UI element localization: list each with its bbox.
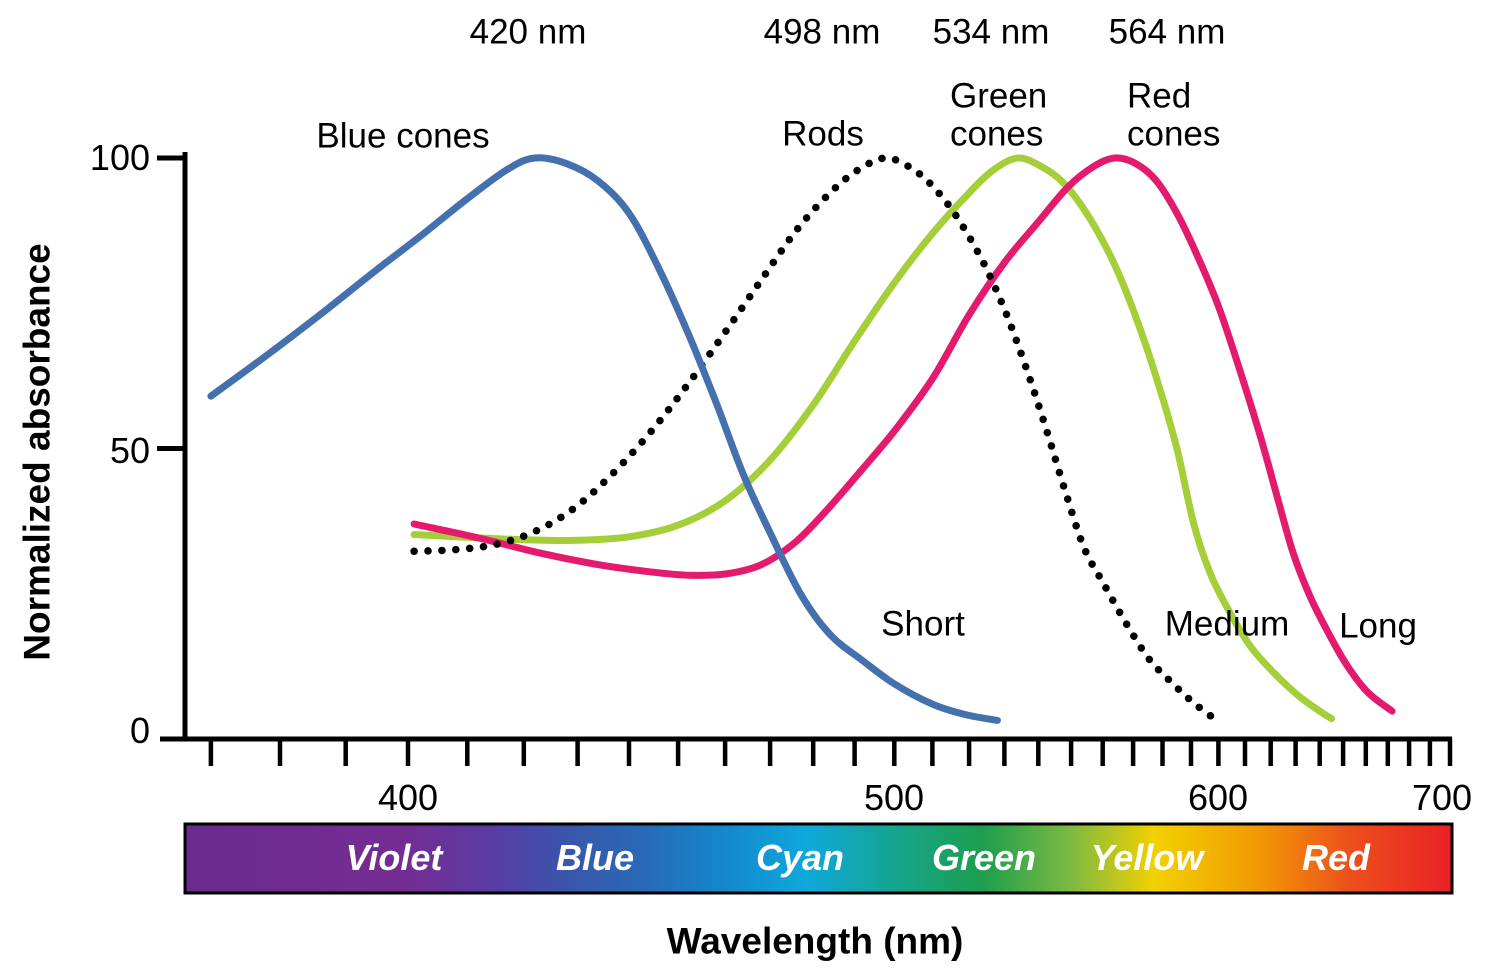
receptor-label-short: Short — [881, 604, 965, 644]
spectrum-label-violet: Violet — [345, 837, 443, 878]
x-tick-label-400: 400 — [377, 777, 439, 818]
rods-curve — [410, 154, 1223, 726]
x-axis-title: Wavelength (nm) — [666, 920, 964, 962]
curve-label-red-cones-line2: cones — [1127, 114, 1221, 154]
blue-cones-curve — [207, 154, 1001, 724]
peak-label-534nm: 534 nm — [932, 12, 1050, 52]
curve-label-green-cones-line1: Green — [950, 76, 1048, 116]
curve-label-blue-cones: Blue cones — [316, 116, 490, 156]
spectrum-label-yellow: Yellow — [1090, 837, 1204, 878]
spectrum-label-blue: Blue — [555, 837, 635, 878]
peak-label-498nm: 498 nm — [763, 12, 881, 52]
x-tick-label-700: 700 — [1411, 777, 1473, 818]
spectrum-bar — [183, 822, 1454, 895]
y-tick-label-50: 50 — [109, 430, 150, 471]
red-cones-curve — [410, 154, 1396, 715]
x-tick-label-500: 500 — [863, 777, 925, 818]
spectrum-label-green: Green — [931, 837, 1037, 878]
y-axis-title: Normalized absorbance — [16, 243, 58, 661]
x-axis-ticks — [208, 739, 1453, 766]
y-tick-label-100: 100 — [89, 137, 150, 178]
y-tick-label-0: 0 — [129, 710, 150, 751]
curve-label-green-cones-line2: cones — [950, 114, 1044, 154]
peak-label-564nm: 564 nm — [1108, 12, 1226, 52]
curve-label-rods: Rods — [782, 114, 864, 154]
peak-label-420nm: 420 nm — [469, 12, 587, 52]
curve-label-red-cones-line1: Red — [1127, 76, 1192, 116]
x-tick-label-600: 600 — [1187, 777, 1249, 818]
green-cones-curve — [410, 154, 1335, 723]
receptor-label-medium: Medium — [1164, 604, 1290, 644]
spectrum-label-cyan: Cyan — [755, 837, 845, 878]
spectrum-label-red: Red — [1301, 837, 1371, 878]
receptor-label-long: Long — [1339, 606, 1417, 646]
